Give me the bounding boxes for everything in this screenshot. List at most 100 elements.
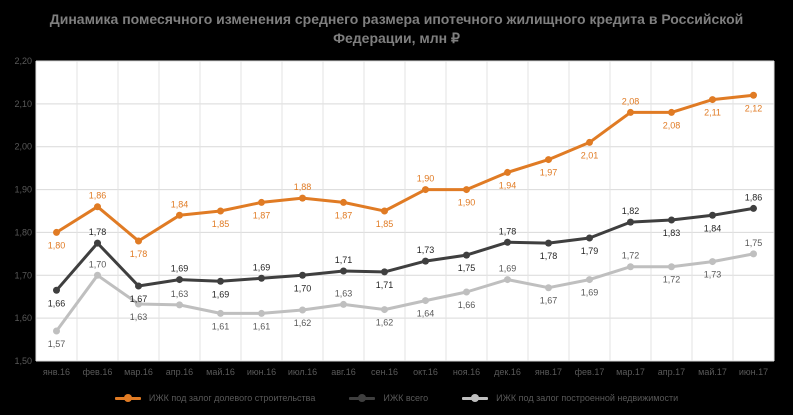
data-label: 1,79 — [581, 246, 599, 256]
data-label: 1,90 — [417, 174, 435, 184]
data-label: 1,90 — [458, 198, 476, 208]
legend-swatch — [349, 394, 376, 402]
data-label: 1,63 — [171, 289, 189, 299]
x-tick-label: авг.16 — [331, 367, 355, 377]
data-label: 1,72 — [622, 251, 640, 261]
data-label: 1,66 — [48, 298, 66, 308]
data-label: 1,80 — [48, 240, 66, 250]
x-tick-label: мар.17 — [616, 367, 645, 377]
legend: ИЖК под залог долевого строительства ИЖК … — [0, 388, 793, 408]
x-tick-label: мар.16 — [124, 367, 153, 377]
data-point — [53, 327, 60, 335]
data-point — [299, 194, 306, 202]
data-point — [176, 301, 183, 309]
data-label: 1,84 — [171, 199, 189, 209]
data-label: 1,85 — [376, 219, 394, 229]
legend-label: ИЖК под залог долевого строительства — [148, 393, 316, 403]
data-point — [381, 268, 388, 276]
data-point — [422, 186, 429, 194]
data-point — [627, 218, 634, 226]
data-label: 1,73 — [417, 245, 435, 255]
data-point — [668, 216, 675, 224]
data-point — [586, 234, 593, 242]
data-point — [668, 108, 675, 116]
data-point — [258, 309, 265, 317]
data-point — [504, 238, 511, 246]
series-line-3 — [55, 252, 754, 332]
data-label: 1,57 — [48, 339, 66, 349]
data-label: 1,86 — [745, 192, 763, 202]
data-point — [586, 138, 593, 146]
legend-swatch — [462, 394, 489, 402]
data-label: 1,61 — [253, 321, 271, 331]
legend-item-3: ИЖК под залог построенной недвижимости — [462, 393, 678, 403]
data-point — [53, 286, 60, 294]
data-point — [463, 186, 470, 194]
data-point — [504, 168, 511, 176]
data-label: 1,62 — [294, 318, 312, 328]
data-point — [709, 96, 716, 104]
data-label: 1,75 — [458, 263, 476, 273]
data-point — [709, 211, 716, 219]
data-label: 1,69 — [171, 264, 189, 274]
y-tick-label: 2,00 — [14, 142, 32, 152]
axis-labels: 1,50 1,60 1,70 1,80 1,90 2,00 2,10 2,20 янв.16 фе… — [14, 56, 768, 377]
data-label: 1,83 — [663, 228, 681, 238]
data-point — [463, 251, 470, 259]
data-label: 1,94 — [499, 180, 517, 190]
data-label: 1,84 — [704, 223, 722, 233]
data-label: 1,61 — [212, 321, 230, 331]
data-label: 1,78 — [499, 226, 517, 236]
data-point — [422, 297, 429, 305]
data-point — [217, 309, 224, 317]
data-label: 1,87 — [253, 210, 271, 220]
x-tick-label: янв.17 — [535, 367, 562, 377]
x-tick-label: июн.17 — [739, 367, 768, 377]
data-label: 1,69 — [499, 264, 517, 274]
legend-swatch — [114, 394, 141, 402]
x-tick-label: май.16 — [206, 367, 235, 377]
data-point — [299, 306, 306, 314]
x-tick-label: апр.16 — [166, 367, 193, 377]
data-point — [176, 276, 183, 284]
data-label: 1,71 — [335, 255, 353, 265]
data-label: 1,71 — [376, 280, 394, 290]
x-tick-label: апр.17 — [658, 367, 685, 377]
legend-item-1: ИЖК под залог долевого строительства — [114, 393, 316, 403]
data-label: 1,67 — [130, 294, 148, 304]
data-point — [258, 198, 265, 206]
data-point — [504, 276, 511, 284]
y-tick-label: 2,10 — [14, 99, 32, 109]
data-label: 1,67 — [540, 296, 558, 306]
data-label: 2,01 — [581, 150, 599, 160]
data-point — [381, 207, 388, 215]
data-point — [340, 300, 347, 308]
y-tick-label: 1,90 — [14, 185, 32, 195]
data-label: 1,69 — [253, 262, 271, 272]
data-point — [53, 228, 60, 236]
data-point — [135, 237, 142, 245]
x-tick-label: ноя.16 — [453, 367, 480, 377]
data-point — [217, 277, 224, 285]
y-tick-label: 1,50 — [14, 356, 32, 366]
data-point — [258, 274, 265, 282]
data-point — [299, 271, 306, 279]
data-point — [750, 91, 757, 99]
data-label: 1,87 — [335, 210, 353, 220]
data-point — [94, 271, 101, 279]
data-label: 1,82 — [622, 206, 640, 216]
y-tick-label: 1,70 — [14, 270, 32, 280]
data-label: 1,78 — [130, 249, 148, 259]
x-tick-label: янв.16 — [43, 367, 70, 377]
data-label: 1,72 — [663, 275, 681, 285]
data-point — [135, 300, 142, 308]
data-label: 1,70 — [89, 259, 107, 269]
series-line-1 — [55, 93, 754, 243]
data-label: 1,63 — [130, 312, 148, 322]
data-point — [627, 108, 634, 116]
x-tick-label: сен.16 — [371, 367, 398, 377]
data-point — [340, 267, 347, 275]
data-point — [381, 306, 388, 314]
data-point — [422, 257, 429, 265]
